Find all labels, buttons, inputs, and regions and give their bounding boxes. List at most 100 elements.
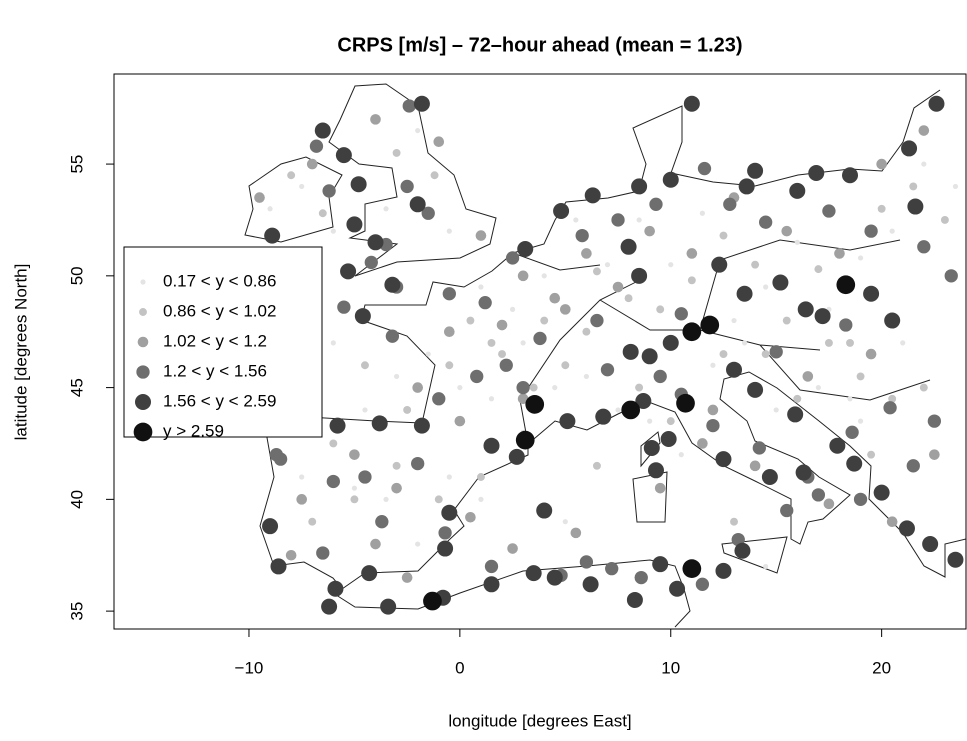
station-point [921,161,927,167]
station-point [929,449,940,460]
legend-label: 1.56 < y < 2.59 [163,391,276,410]
station-point [944,269,958,283]
station-point [782,316,791,325]
station-point [560,304,571,315]
station-point [384,276,401,293]
legend-label: 0.86 < y < 1.02 [163,301,276,320]
station-point [814,308,831,325]
station-point [676,393,695,413]
station-point [507,543,518,554]
station-point [525,565,542,582]
station-point [857,255,864,261]
station-point [335,147,352,164]
station-point [367,234,384,251]
station-point [829,437,846,454]
station-point [723,197,737,211]
station-point [615,407,621,413]
station-point [380,598,397,615]
station-point [697,161,712,176]
station-point [674,307,688,321]
station-point [631,267,648,284]
station-point [595,408,612,425]
station-point [635,393,652,410]
station-point [364,255,378,270]
legend-marker [140,279,146,285]
station-point [296,494,307,505]
station-point [375,515,389,529]
station-point [401,572,413,583]
station-point [570,527,582,539]
station-point [592,461,601,470]
station-point [413,95,430,112]
station-point [715,451,732,468]
station-point [662,171,679,188]
station-point [316,546,330,560]
station-point [822,204,836,218]
station-point [505,251,520,265]
station-point [361,361,369,370]
station-point [699,210,705,216]
station-point [337,300,351,314]
station-point [811,488,826,502]
station-point [434,495,443,504]
station-point [517,241,534,258]
station-point [322,184,336,198]
station-point [541,273,547,279]
station-point [592,267,601,276]
station-point [660,431,677,448]
station-point [314,122,331,139]
station-point [706,418,720,433]
station-point [478,284,484,290]
station-point [444,326,455,338]
station-point [350,495,359,504]
station-point [273,452,288,466]
station-point [653,369,667,384]
station-point [546,569,563,586]
station-point [403,406,412,414]
station-point [719,231,728,240]
station-point [795,464,812,481]
station-point [773,407,779,413]
station-point [582,327,591,336]
station-point [465,511,476,523]
station-point [927,414,942,428]
station-point [749,460,761,472]
station-point [752,441,766,455]
station-point [475,230,487,241]
station-point [361,565,378,582]
station-point [842,167,859,184]
legend-label: 0.17 < y < 0.86 [163,271,276,290]
station-point [853,492,868,507]
y-tick-label: 55 [67,155,86,174]
station-point [719,350,728,359]
station-point [329,439,338,448]
x-tick-label: 10 [661,658,680,677]
station-point [846,455,863,472]
station-point [478,496,484,502]
station-point [761,350,770,359]
station-point [391,482,402,494]
station-point [678,452,684,458]
legend-marker [139,308,147,316]
legend-label: 1.02 < y < 1.2 [163,331,267,350]
station-point [413,417,430,434]
station-point [747,381,764,398]
station-point [621,400,641,420]
y-tick-label: 35 [67,602,86,621]
station-point [682,559,702,578]
station-point [611,213,625,227]
legend-marker [133,422,153,442]
station-point [884,312,901,329]
station-point [287,171,296,180]
station-point [763,284,769,290]
station-point [682,322,702,342]
station-point [402,99,416,113]
station-point [385,329,400,343]
station-point [620,238,637,255]
station-point [662,334,679,351]
station-point [947,551,964,568]
station-point [498,350,506,359]
station-point [306,158,318,170]
legend-box [123,246,323,438]
